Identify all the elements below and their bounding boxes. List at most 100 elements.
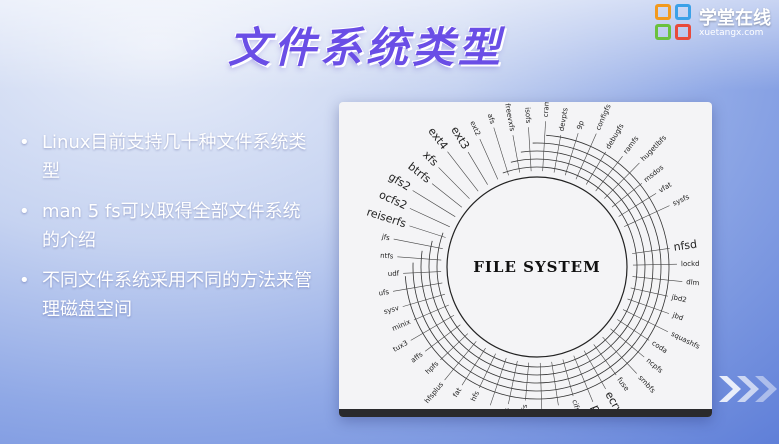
tree-branch: [489, 357, 507, 406]
logo-grid-icon: [655, 4, 693, 42]
tree-branch: [595, 156, 623, 192]
tree-branch: [632, 276, 683, 282]
fs-label: vfat: [657, 181, 673, 195]
tree-branch: [409, 225, 446, 238]
fs-label: dlm: [686, 278, 700, 287]
tree-branch: [403, 271, 442, 274]
fs-label: ufs: [378, 288, 390, 298]
bullet-item: Linux目前支持几十种文件系统类型: [16, 128, 316, 186]
fs-label: coda: [650, 339, 669, 355]
tree-branch: [617, 319, 650, 341]
tree-branch: [525, 362, 530, 401]
fs-label: tux3: [392, 339, 410, 354]
fs-label: lockd: [681, 260, 700, 268]
tree-branch: [397, 256, 442, 261]
fs-label: jbd2: [670, 293, 688, 304]
tree-branch: [604, 162, 640, 199]
bullet-list: Linux目前支持几十种文件系统类型 man 5 fs可以取得全部文件系统的介绍…: [16, 128, 316, 335]
tree-branch: [467, 151, 488, 185]
fs-label: hpfs: [424, 360, 441, 376]
fs-label: smbfs: [637, 374, 657, 395]
tree-branch: [402, 293, 446, 307]
fs-label: minix: [391, 318, 412, 333]
center-circle: [446, 176, 628, 358]
filesystem-diagram-panel: nfsd lockd dlm jbd2 jbd squashfs coda ncpfs smbf…: [339, 102, 712, 417]
tree-branch: [512, 135, 521, 173]
tree-branch: [410, 314, 455, 341]
tree-branch: [528, 127, 532, 172]
tree-arc: [436, 166, 638, 368]
tree-branch: [553, 135, 562, 173]
tree-branch: [562, 359, 574, 397]
slide-title: 文件系统类型: [228, 23, 505, 72]
tree-branch: [618, 193, 657, 217]
tree-branch: [393, 238, 443, 249]
tree-branch: [585, 151, 606, 185]
logo-url: xuetangx.com: [699, 28, 764, 38]
fs-label: affs: [409, 350, 424, 364]
tree-branch: [539, 362, 543, 413]
tree-branch: [573, 355, 594, 402]
tree-branch: [575, 133, 597, 180]
fs-label: 9p: [576, 119, 586, 130]
bullet-item: 不同文件系统采用不同的方法来管理磁盘空间: [16, 266, 316, 324]
fs-label: fat: [451, 386, 463, 399]
tree-arc: [404, 134, 670, 400]
tree-branch: [583, 350, 606, 390]
fs-label: ext2: [468, 120, 482, 137]
tree-branch: [627, 298, 670, 314]
fs-label: jfs: [380, 233, 391, 243]
fs-label: isofs: [523, 107, 532, 124]
fs-label: ramfs: [622, 134, 641, 155]
diagram-rings: [392, 121, 683, 413]
tree-branch: [542, 121, 546, 172]
tree-branch: [610, 328, 645, 358]
tree-branch: [461, 347, 486, 386]
tree-branch: [632, 248, 670, 254]
xuetangx-logo: 学堂在线 xuetangx.com: [655, 4, 771, 42]
tree-branch: [602, 336, 637, 374]
fs-label: debugfs: [604, 122, 625, 151]
fs-label: cifs: [570, 399, 581, 409]
fs-label: cramfs: [542, 102, 551, 117]
tree-branch: [444, 341, 477, 381]
fs-label: devpts: [558, 107, 570, 132]
fs-label: hugetlbfs: [639, 134, 668, 163]
tree-branch: [622, 309, 669, 332]
fs-label: ext3: [448, 124, 472, 152]
tree-branch: [611, 183, 642, 208]
tree-branch: [412, 190, 456, 217]
tree-arc: [428, 158, 646, 376]
fs-label: jbd: [671, 311, 685, 322]
fs-label: ncpfs: [645, 357, 665, 375]
tree-branch: [508, 360, 518, 405]
tree-branch: [493, 127, 509, 176]
tree-branch: [564, 133, 579, 176]
fs-label: ntfs: [380, 252, 394, 261]
tree-arc: [412, 142, 662, 392]
fs-label: squashfs: [670, 330, 702, 351]
tree-branch: [392, 282, 443, 292]
bullet-item: man 5 fs可以取得全部文件系统的介绍: [16, 197, 316, 255]
tree-branch: [479, 139, 499, 180]
fs-label: hfs: [469, 389, 481, 402]
tree-branch: [632, 263, 677, 266]
tree-branch: [425, 324, 461, 352]
panel-bottom-bar: [339, 409, 712, 417]
tree-branch: [438, 167, 470, 199]
fs-label: configfs: [594, 103, 613, 132]
fs-label: nfsd: [673, 238, 698, 254]
fs-label: sysv: [383, 304, 400, 316]
fs-label: fuse: [615, 376, 630, 393]
tree-branch: [630, 287, 668, 297]
decorative-arrows: [719, 376, 777, 402]
fs-label: gfs2: [386, 170, 413, 193]
fs-label: hfsplus: [423, 380, 445, 405]
fs-label: afs: [486, 113, 497, 126]
diagram-center-label: FILE SYSTEM: [473, 258, 600, 276]
tree-branch: [478, 353, 496, 389]
tree-branch: [413, 304, 449, 321]
fs-label: ecryptfs: [602, 389, 635, 409]
